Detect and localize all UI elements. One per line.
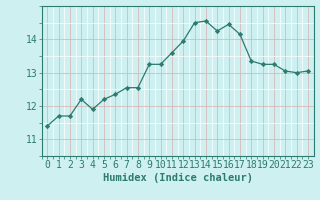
- X-axis label: Humidex (Indice chaleur): Humidex (Indice chaleur): [103, 173, 252, 183]
